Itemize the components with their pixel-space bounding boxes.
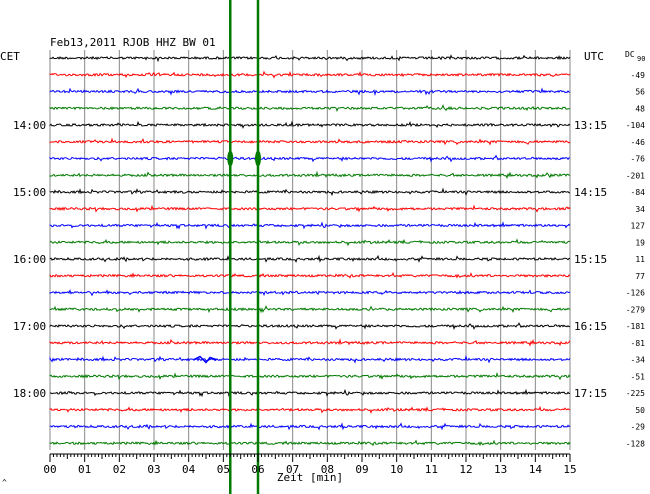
dc-offset-value: -29 [631, 423, 646, 432]
seismic-trace [49, 120, 571, 129]
plot-grid [49, 50, 571, 450]
dc-offset-value: -49 [631, 71, 646, 80]
dc-offset-value: -81 [631, 339, 646, 348]
event-burst [193, 355, 217, 364]
x-tick-label: 12 [459, 463, 472, 476]
dc-offset-value: -76 [631, 155, 646, 164]
x-tick-label: 00 [43, 463, 56, 476]
x-tick-label: 02 [113, 463, 126, 476]
dc-offset-value: 77 [635, 272, 645, 281]
seismic-trace [49, 70, 571, 79]
seismic-trace [49, 288, 571, 297]
seismic-trace [49, 322, 570, 331]
x-tick-label: 03 [147, 463, 160, 476]
dc-offset-value: -225 [626, 389, 645, 398]
dc-offset-value: -181 [626, 322, 645, 331]
left-hour-label: 15:00 [13, 186, 46, 199]
seismic-trace [49, 372, 571, 381]
x-tick-label: 01 [78, 463, 91, 476]
x-axis-label: Zeit [min] [277, 471, 343, 484]
left-hour-label: 18:00 [13, 387, 46, 400]
seismic-trace [50, 388, 571, 398]
dc-offset-value: -46 [631, 138, 646, 147]
x-tick-label: 15 [563, 463, 576, 476]
chart-title: Feb13,2011 RJOB HHZ BW 01 [50, 36, 216, 49]
x-tick-label: 14 [529, 463, 543, 476]
dc-offset-value: -279 [626, 305, 645, 314]
seismic-trace [49, 254, 571, 263]
event-peak [255, 150, 261, 167]
x-tick-label: 13 [494, 463, 507, 476]
left-hour-label: 14:00 [13, 119, 46, 132]
dc-header-label: DC [625, 50, 635, 59]
seismic-trace [49, 87, 571, 97]
seismic-trace [49, 221, 571, 230]
seismic-trace [49, 439, 571, 447]
dc-offset-value: -51 [631, 372, 646, 381]
trace-group [49, 54, 571, 447]
x-tick-label: 10 [390, 463, 403, 476]
x-tick-label: 09 [355, 463, 368, 476]
time-axis: 00 01 02 03 04 05 06 07 08 09 10 11 12 13 14 15 [43, 453, 577, 476]
dc-offset-value: -201 [626, 171, 645, 180]
dc-offset-value: -84 [631, 188, 646, 197]
right-timezone-label: UTC [584, 50, 604, 63]
right-hour-label: 13:15 [574, 119, 607, 132]
seismic-trace [49, 104, 571, 113]
dc-offset-value: -104 [626, 121, 645, 130]
right-hour-label: 16:15 [574, 320, 607, 333]
x-tick-label: 11 [425, 463, 438, 476]
seismic-trace [49, 170, 571, 180]
dc-offset-value: 11 [635, 255, 645, 264]
right-hour-label: 17:15 [574, 387, 607, 400]
x-tick-label: 05 [217, 463, 230, 476]
event-group [193, 0, 261, 494]
seismic-trace [49, 154, 570, 163]
seismic-trace [49, 354, 571, 364]
seismic-trace [49, 204, 571, 213]
label-group: 14:00 15:00 16:00 17:00 18:00 13:15 14:15 15:15… [13, 71, 645, 449]
left-hour-label: 17:00 [13, 320, 46, 333]
dc-offset-value: 56 [635, 88, 645, 97]
seismic-trace [49, 137, 571, 146]
seismic-trace [49, 422, 571, 431]
seismic-trace [49, 405, 571, 414]
dc-offset-value: 48 [635, 104, 645, 113]
left-hour-label: 16:00 [13, 253, 46, 266]
seismic-trace [49, 187, 570, 197]
dc-offset-value: -128 [626, 439, 645, 448]
dc-offset-value: 127 [631, 222, 646, 231]
seismic-trace [49, 238, 571, 247]
right-hour-label: 14:15 [574, 186, 607, 199]
x-tick-label: 08 [321, 463, 334, 476]
dc-offset-value: -34 [631, 356, 646, 365]
dc-sub-label: 90 [637, 55, 645, 63]
x-tick-label: 07 [286, 463, 299, 476]
footer-mark: ^ [2, 478, 7, 487]
dc-offset-value: -126 [626, 289, 645, 298]
dc-offset-value: 34 [635, 205, 645, 214]
dc-offset-value: 19 [635, 238, 645, 247]
right-hour-label: 15:15 [574, 253, 607, 266]
seismic-trace [49, 271, 571, 279]
event-peak [227, 150, 234, 167]
seismic-trace [49, 338, 571, 347]
x-tick-label: 04 [182, 463, 196, 476]
left-timezone-label: CET [0, 50, 20, 63]
seismic-trace [49, 305, 571, 314]
seismic-trace [49, 54, 571, 63]
x-tick-label: 06 [251, 463, 264, 476]
dc-offset-value: 50 [635, 406, 645, 415]
